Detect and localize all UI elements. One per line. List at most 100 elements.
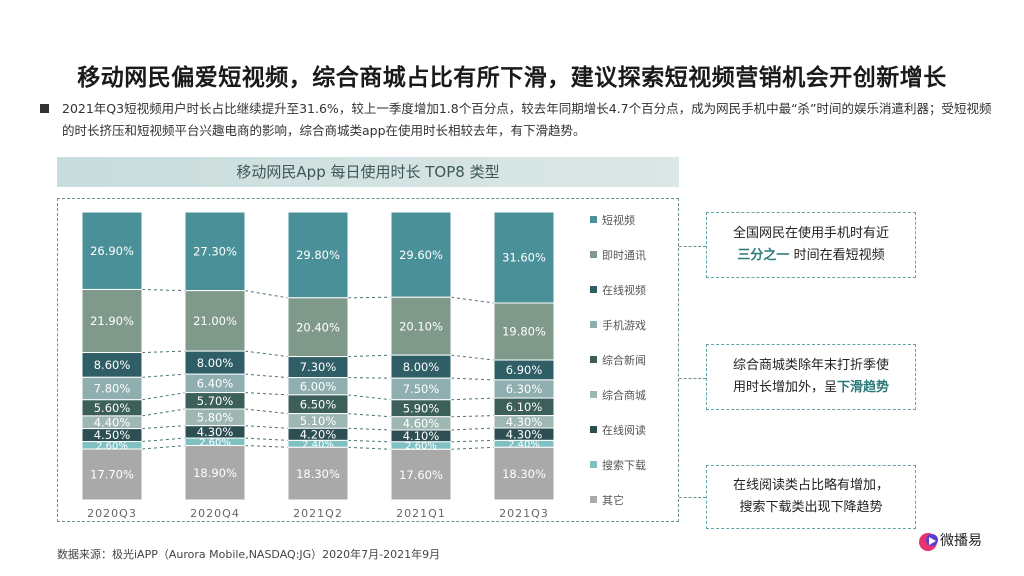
bar-segment-3-1 [390,296,452,356]
data-label: 4.30% [506,427,543,441]
connector-dashed-line [450,415,495,418]
x-tick-label: 2020Q3 [87,507,137,520]
data-label: 5.10% [300,414,337,428]
legend-label: 即时通讯 [602,249,646,262]
connector-dashed-line [244,425,289,429]
bar-segment-4-0 [493,211,555,304]
connector-dashed-line [141,445,186,450]
data-label: 21.00% [193,314,237,328]
connector-dashed-line [244,290,289,299]
callout-1-line2: 时间在看短视频 [789,248,885,263]
legend-swatch [590,496,597,503]
callout-mall: 综合商城类除年末打折季使 用时长增加外，呈下滑趋势 [706,344,916,410]
connector-dashed-line [141,373,186,378]
connector-dashed-line [141,288,186,292]
bar-segment-2-0 [287,211,349,299]
brand-name: 微播易 [940,533,982,549]
data-label: 2.40% [508,439,540,450]
chart-title: 移动网民App 每日使用时长 TOP8 类型 [57,157,679,187]
data-label: 5.60% [94,401,131,415]
data-label: 6.90% [506,363,543,377]
connector-line-2 [679,378,706,379]
legend-swatch [590,286,597,293]
legend-swatch [590,321,597,328]
data-label: 26.90% [90,244,134,258]
data-label: 4.40% [94,415,131,429]
connector-dashed-line [450,397,495,401]
data-label: 8.00% [197,356,234,370]
connector-line-1 [679,246,706,247]
data-label: 5.70% [197,394,234,408]
data-label: 4.30% [197,425,234,439]
legend-swatch [590,251,597,258]
data-label: 4.20% [300,427,337,441]
legend-label: 综合商城 [602,388,646,402]
callout-1-line1: 全国网民在使用手机时有近 [732,226,889,241]
data-label: 18.90% [193,466,237,480]
data-label: 2.60% [405,441,437,452]
legend-swatch [590,356,597,363]
data-label: 19.80% [502,325,546,339]
bar-segment-0-8 [81,448,143,501]
data-label: 8.00% [403,360,440,374]
data-label: 5.80% [197,410,234,424]
legend-swatch [590,391,597,398]
data-label: 6.50% [300,397,337,411]
connector-dashed-line [450,377,495,381]
data-label: 20.40% [296,320,340,334]
legend-label: 手机游戏 [602,318,646,332]
connector-dashed-line [347,446,392,450]
connector-dashed-line [141,437,186,443]
connector-dashed-line [347,439,392,443]
x-tick-label: 2021Q3 [499,507,549,520]
connector-dashed-line [347,377,392,379]
data-label: 4.60% [403,417,440,431]
data-label: 29.60% [399,248,443,262]
callout-1-emphasis: 三分之一 [737,248,790,263]
data-label: 2.60% [96,441,128,452]
connector-dashed-line [450,427,495,431]
bar-segment-0-1 [81,288,143,354]
bar-segment-4-8 [493,446,555,501]
connector-dashed-line [141,408,186,417]
data-label: 2.60% [199,437,231,448]
data-label: 18.30% [296,467,340,481]
headline: 移动网民偏爱短视频，综合商城占比有所下滑，建议探索短视频营销机会开创新增长 [77,65,947,91]
data-label: 6.40% [197,377,234,391]
data-label: 6.30% [506,382,543,396]
connector-dashed-line [450,446,495,450]
connector-dashed-line [347,354,392,358]
connector-dashed-line [347,427,392,431]
bar-segment-1-1 [184,290,246,352]
connector-dashed-line [244,408,289,415]
chart-frame: 26.90% 21.90% 8.60% 7.80% 5.60% 4.40% 4.50% 2.6… [57,198,679,522]
callout-reading: 在线阅读类占比略有增加， 搜索下载类出现下降趋势 [706,465,916,529]
connector-dashed-line [347,394,392,401]
data-label: 31.60% [502,251,546,265]
x-tick-label: 2021Q2 [293,507,343,520]
connector-dashed-line [347,413,392,418]
data-label: 4.30% [506,415,543,429]
legend-label: 在线视频 [602,283,646,297]
legend-swatch [590,216,597,223]
data-label: 2.40% [302,439,334,450]
callout-3-line2: 搜索下载类出现下降趋势 [739,500,883,515]
x-tick-label: 2021Q1 [396,507,446,520]
data-label: 7.80% [94,382,131,396]
data-source: 数据来源：极光iAPP（Aurora Mobile,NASDAQ:JG）2020… [57,548,441,561]
data-label: 27.30% [193,244,237,258]
data-label: 21.90% [90,314,134,328]
callout-2-emphasis: 下滑趋势 [837,380,890,395]
bar-segment-2-8 [287,446,349,501]
data-label: 17.60% [399,468,443,482]
connector-dashed-line [244,392,289,396]
callout-2-line2: 用时长增加外，呈 [732,380,837,395]
x-tick-label: 2020Q4 [190,507,240,520]
connector-dashed-line [450,439,495,443]
data-label: 4.50% [94,428,131,442]
bar-segment-3-8 [390,448,452,501]
connector-dashed-line [450,296,495,304]
callout-2-line1: 综合商城类除年末打折季使 [732,358,889,373]
callout-short-video: 全国网民在使用手机时有近 三分之一 时间在看短视频 [706,212,916,278]
legend-label: 在线阅读 [602,423,646,437]
